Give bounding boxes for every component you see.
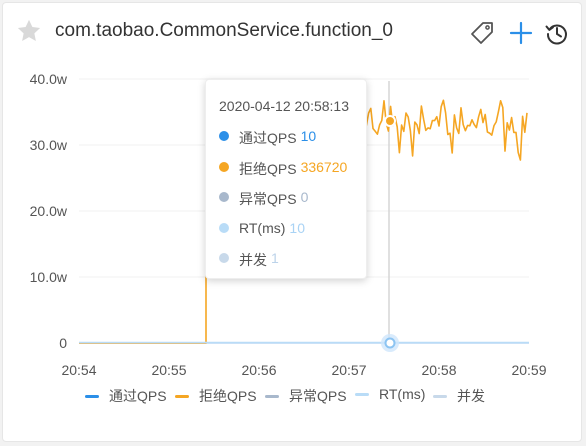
- rt-swatch-icon: [355, 392, 369, 396]
- chart-tooltip: 2020-04-12 20:58:13 通过QPS 10 拒绝QPS 33672…: [205, 79, 367, 279]
- legend-item-concurrency[interactable]: 并发: [433, 386, 485, 406]
- x-tick-label: 20:56: [241, 362, 276, 378]
- card-header: com.taobao.CommonService.function_0: [3, 3, 581, 63]
- history-icon[interactable]: [543, 19, 571, 47]
- hover-point-pass-qps: [384, 337, 396, 349]
- tooltip-time: 2020-04-12 20:58:13: [219, 98, 349, 114]
- hover-point-block-qps: [384, 115, 396, 127]
- x-tick-label: 20:59: [511, 362, 546, 378]
- chart-legend: 通过QPS 拒绝QPS 异常QPS RT(ms) 并发: [3, 386, 581, 406]
- metric-card: com.taobao.CommonService.function_0 40.0…: [2, 2, 582, 442]
- tooltip-row-rt: RT(ms) 10: [219, 220, 366, 251]
- legend-item-pass-qps[interactable]: 通过QPS: [85, 386, 167, 406]
- tooltip-row-concurrency: 并发 1: [219, 250, 366, 281]
- block-dot-icon: [219, 161, 229, 172]
- x-tick-label: 20:58: [421, 362, 456, 378]
- exception-dot-icon: [219, 192, 229, 202]
- y-tick-label: 10.0w: [30, 269, 68, 285]
- y-tick-label: 30.0w: [30, 137, 68, 153]
- y-tick-label: 20.0w: [30, 203, 68, 219]
- tooltip-row-pass: 通过QPS 10: [219, 128, 366, 159]
- pass-swatch-icon: [85, 394, 99, 398]
- rt-dot-icon: [219, 222, 229, 233]
- legend-item-rt[interactable]: RT(ms): [355, 386, 425, 402]
- concurrency-dot-icon: [219, 253, 229, 263]
- pass-dot-icon: [219, 131, 229, 141]
- tag-icon[interactable]: [469, 19, 497, 47]
- plus-icon[interactable]: [507, 19, 535, 47]
- tooltip-row-block: 拒绝QPS 336720: [219, 159, 366, 190]
- tooltip-row-exception: 异常QPS 0: [219, 189, 366, 220]
- resource-title: com.taobao.CommonService.function_0: [55, 20, 393, 41]
- x-tick-label: 20:57: [331, 362, 366, 378]
- x-tick-label: 20:54: [61, 362, 96, 378]
- concurrency-swatch-icon: [433, 394, 447, 398]
- block-swatch-icon: [175, 394, 189, 398]
- y-tick-label: 0: [59, 335, 67, 351]
- x-tick-label: 20:55: [151, 362, 186, 378]
- legend-item-block-qps[interactable]: 拒绝QPS: [175, 386, 257, 406]
- x-axis-labels: 20:54 20:55 20:56 20:57 20:58 20:59: [61, 362, 546, 378]
- legend-item-exception-qps[interactable]: 异常QPS: [265, 386, 347, 406]
- exception-swatch-icon: [265, 394, 279, 398]
- y-tick-label: 40.0w: [30, 71, 68, 87]
- y-axis-labels: 40.0w 30.0w 20.0w 10.0w 0: [30, 71, 68, 351]
- star-icon[interactable]: [15, 17, 43, 45]
